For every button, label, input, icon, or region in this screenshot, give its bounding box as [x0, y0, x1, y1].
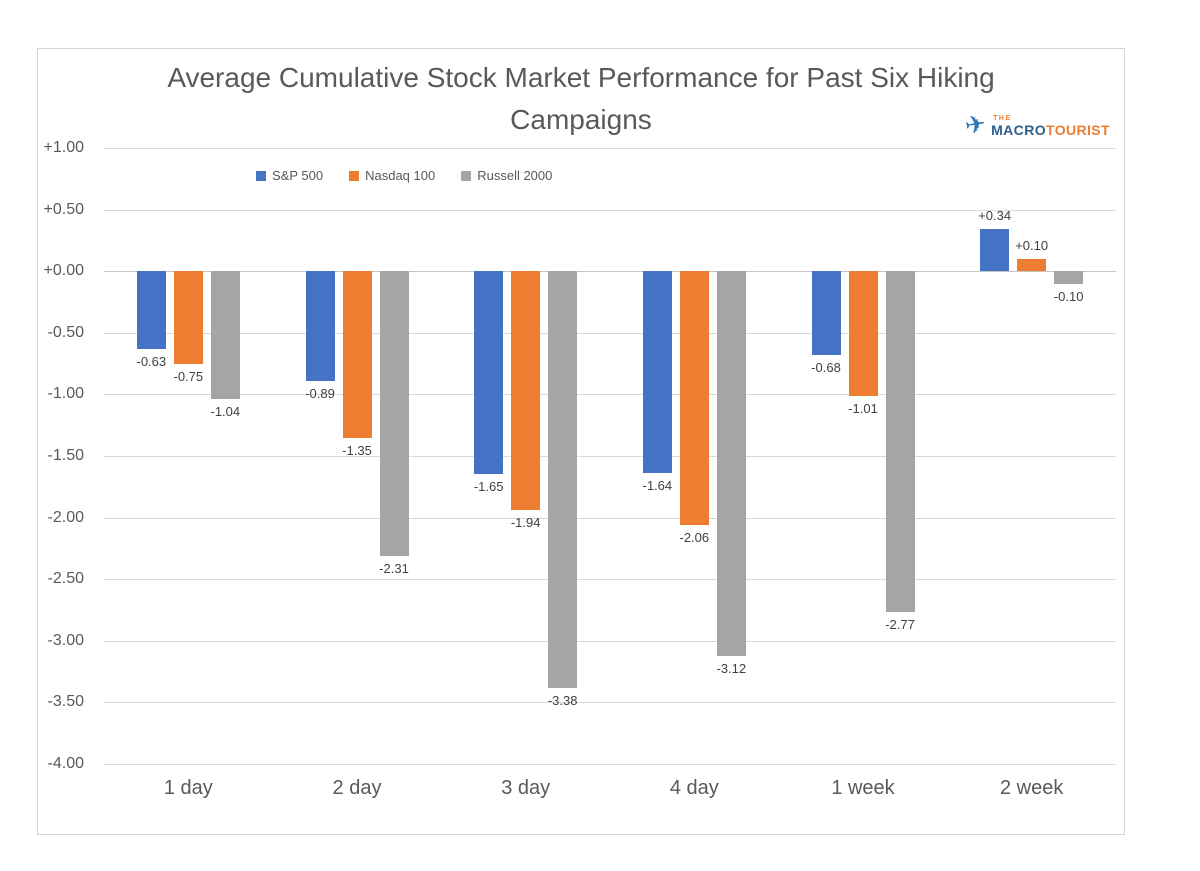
macro-tourist-logo: ✈ THE MACROTOURIST [963, 109, 1110, 140]
bar-nasdaq-100-4-day [679, 271, 709, 525]
chart-container: Average Cumulative Stock Market Performa… [37, 48, 1125, 835]
legend-swatch-nasdaq-100 [349, 170, 360, 181]
logo-the-label: THE [993, 114, 1012, 122]
gridline [104, 271, 1116, 273]
legend-label-russell-2000: Russell 2000 [477, 168, 553, 183]
bar-value-label: -1.65 [473, 479, 504, 495]
chart-title: Average Cumulative Stock Market Performa… [167, 62, 995, 135]
bar-s-p-500-2-week [980, 229, 1010, 272]
y-tick-label: -3.50 [47, 693, 84, 711]
y-tick-label: -1.50 [47, 447, 84, 464]
y-tick-label: +1.00 [43, 139, 84, 156]
gridline [104, 579, 1116, 581]
y-tick-label: -0.50 [47, 323, 84, 341]
y-tick-label: -3.00 [47, 631, 84, 649]
legend-swatch-s-p-500 [256, 170, 266, 181]
bar-nasdaq-100-1-day [173, 271, 203, 364]
x-tick-label-2-week: 2 week [999, 777, 1064, 799]
logo-text: THE MACROTOURIST [991, 115, 1110, 137]
gridline [104, 209, 1116, 211]
bar-s-p-500-4-day [642, 271, 672, 474]
legend-swatch-russell-2000 [461, 170, 472, 181]
bar-value-label: -3.12 [716, 660, 747, 676]
bar-russell-2000-2-week [1054, 271, 1084, 284]
gridline [104, 332, 1116, 334]
bar-russell-2000-1-day [210, 271, 240, 400]
bar-value-label: -2.31 [379, 560, 409, 576]
gridline [104, 764, 1116, 765]
y-tick-label: -2.50 [47, 570, 84, 588]
x-tick-label-1-week: 1 week [831, 777, 895, 799]
bar-value-label: -1.94 [510, 515, 541, 531]
bar-nasdaq-100-2-week [1017, 258, 1047, 272]
bar-value-label: -3.38 [547, 692, 578, 708]
bar-value-label: -2.06 [679, 529, 710, 545]
bar-nasdaq-100-3-day [511, 271, 541, 511]
bar-russell-2000-1-week [885, 271, 915, 613]
bar-s-p-500-2-day [305, 271, 335, 381]
gridline [104, 148, 1116, 149]
bar-value-label: -0.63 [136, 353, 167, 369]
gridline [104, 394, 1116, 396]
y-tick-label: +0.50 [43, 200, 84, 218]
bar-s-p-500-1-week [811, 271, 841, 355]
plot-layer: +1.00 +0.50 +0.00 -0.50 -1.00 -1.50 -2.00 -2.50… [38, 49, 1126, 836]
gridline [104, 517, 1116, 519]
x-tick-label-3-day: 3 day [501, 777, 551, 799]
y-tick-label: -1.00 [47, 385, 84, 403]
x-tick-label-4-day: 4 day [669, 777, 719, 799]
bar-russell-2000-3-day [548, 271, 578, 688]
legend-item-s-p-500: S&P 500 [256, 168, 323, 183]
bar-value-label: -1.01 [848, 400, 878, 416]
legend-item-russell-2000: Russell 2000 [461, 168, 552, 183]
bar-nasdaq-100-1-week [848, 271, 878, 396]
logo-main-label: MACROTOURIST [991, 123, 1110, 137]
x-tick-label-2-day: 2 day [332, 777, 382, 799]
gridline [104, 702, 1116, 704]
bar-nasdaq-100-2-day [342, 271, 372, 438]
y-tick-label: -2.00 [47, 508, 84, 526]
bar-value-label: -2.77 [885, 617, 915, 633]
legend-label-s-p-500: S&P 500 [272, 168, 324, 183]
y-tick-label: +0.00 [43, 262, 84, 280]
bar-value-label: -0.75 [173, 368, 204, 384]
legend-label-nasdaq-100: Nasdaq 100 [365, 168, 436, 183]
bar-value-label: -0.10 [1053, 288, 1084, 304]
bar-value-label: +0.10 [1015, 237, 1049, 253]
bar-russell-2000-4-day [716, 271, 746, 656]
bar-value-label: -0.68 [811, 359, 841, 375]
logo-tourist-label: TOURIST [1046, 121, 1110, 138]
logo-macro-label: MACRO [991, 121, 1046, 138]
bar-s-p-500-3-day [474, 271, 504, 475]
x-tick-label-1-day: 1 day [163, 777, 213, 799]
bar-value-label: +0.34 [978, 208, 1012, 224]
legend: S&P 500 Nasdaq 100 Russell 2000 [256, 168, 552, 183]
legend-item-nasdaq-100: Nasdaq 100 [349, 168, 435, 183]
gridline [104, 456, 1116, 457]
y-tick-label: -4.00 [47, 755, 84, 772]
bar-value-label: -0.89 [305, 385, 335, 401]
bar-value-label: -1.64 [642, 478, 673, 494]
bar-value-label: -1.35 [342, 442, 372, 458]
bar-value-label: -1.04 [210, 404, 241, 420]
bar-s-p-500-1-day [136, 271, 166, 349]
bar-russell-2000-2-day [379, 271, 409, 556]
gridline [104, 640, 1116, 642]
